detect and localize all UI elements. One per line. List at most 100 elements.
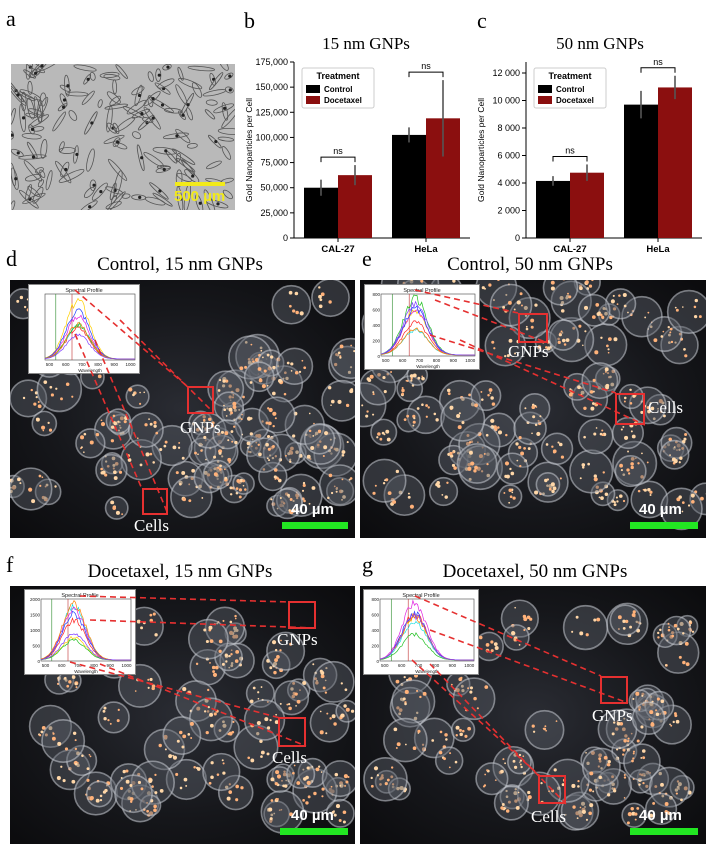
- gnp-spot: [386, 778, 390, 782]
- gnp-spot: [76, 763, 80, 768]
- gnp-spot: [591, 402, 595, 405]
- cell: [143, 152, 164, 168]
- gnp-spot: [669, 454, 671, 457]
- cell: [614, 455, 647, 488]
- gnp-spot: [396, 706, 400, 710]
- gnp-spot: [641, 452, 643, 455]
- gnp-spot: [229, 620, 233, 624]
- cell: [162, 64, 172, 71]
- gnp-spot: [302, 799, 305, 802]
- cell-nucleus: [140, 112, 144, 116]
- gnp-spot: [313, 677, 318, 681]
- gnp-spot: [461, 729, 465, 733]
- gnp-spot: [340, 682, 343, 685]
- gnp-spot: [613, 500, 616, 504]
- gnp-spot: [74, 682, 78, 686]
- cell: [177, 66, 184, 81]
- gnp-spot: [246, 441, 251, 446]
- gnp-spot: [280, 639, 282, 642]
- cell-nucleus: [92, 183, 96, 187]
- gnp-spot: [278, 809, 281, 812]
- gnp-spot: [565, 296, 569, 300]
- gnp-spot: [257, 373, 260, 375]
- cell: [45, 170, 53, 191]
- cell: [11, 148, 24, 157]
- gnp-spot: [518, 644, 521, 646]
- gnp-spot: [139, 402, 142, 405]
- gnp-spot: [601, 429, 604, 432]
- cell: [218, 64, 229, 71]
- gnp-spot: [555, 720, 558, 722]
- gnps-label-e: GNPs: [508, 342, 549, 361]
- gnp-spot: [198, 484, 202, 489]
- cell: [217, 127, 235, 135]
- gnp-spot: [366, 377, 371, 381]
- gnp-spot: [260, 750, 265, 755]
- cell-nucleus: [157, 73, 161, 77]
- cell: [59, 84, 71, 92]
- inset-x-tick: 1000: [125, 362, 136, 367]
- gnp-spot: [527, 447, 531, 450]
- cell: [114, 142, 128, 150]
- cell: [97, 701, 130, 734]
- cell: [40, 139, 48, 159]
- inset-x-label: Wavelength: [78, 368, 102, 373]
- gnp-spot: [636, 806, 640, 810]
- cell: [202, 752, 241, 792]
- inset-x-tick: 500: [382, 358, 390, 363]
- gnp-spot: [646, 461, 649, 464]
- inset-x-label: Wavelength: [415, 669, 439, 674]
- cell: [581, 747, 621, 787]
- gnp-spot: [74, 739, 77, 742]
- cell: [519, 392, 551, 425]
- gnp-spot: [266, 726, 271, 730]
- gnp-spot: [129, 800, 133, 804]
- gnp-spot: [285, 376, 289, 381]
- gnp-spot: [187, 690, 192, 695]
- gnp-spot: [518, 753, 522, 757]
- legend-swatch: [538, 96, 552, 104]
- gnp-spot: [629, 388, 632, 392]
- gnp-spot: [513, 308, 516, 311]
- gnp-spot: [684, 432, 688, 436]
- cell: [35, 167, 44, 174]
- gnp-spot: [334, 362, 338, 367]
- gnp-spot: [654, 785, 658, 789]
- gnp-spot: [387, 491, 392, 496]
- cell: [52, 111, 67, 132]
- cell: [507, 749, 532, 775]
- gnp-spot: [329, 717, 332, 720]
- gnp-spot: [204, 439, 207, 442]
- gnp-spot: [104, 473, 108, 477]
- gnp-spot: [142, 621, 146, 625]
- gnp-spot: [149, 618, 154, 623]
- gnp-spot: [622, 473, 626, 477]
- gnp-spot: [557, 441, 560, 444]
- cell-nucleus: [138, 195, 142, 199]
- gnp-spot: [660, 782, 664, 787]
- gnp-spot: [210, 775, 214, 780]
- gnp-spot: [480, 470, 484, 473]
- gnp-spot: [261, 420, 264, 423]
- gnp-spot: [678, 461, 681, 464]
- gnp-spot: [413, 417, 416, 420]
- gnp-spot: [560, 330, 563, 333]
- inset-x-tick: 900: [449, 663, 457, 668]
- gnp-spot: [208, 625, 213, 630]
- gnp-spot: [177, 446, 181, 449]
- gnp-spot: [301, 359, 304, 362]
- gnp-spot: [587, 462, 590, 466]
- gnp-spot: [455, 734, 458, 737]
- gnp-spot: [604, 492, 609, 497]
- gnp-spot: [667, 443, 671, 447]
- gnp-spot: [401, 388, 405, 393]
- gnp-spot: [148, 779, 153, 784]
- gnp-spot: [89, 797, 93, 801]
- gnp-spot: [227, 457, 232, 462]
- gnp-spot: [644, 316, 647, 319]
- gnp-spot: [347, 370, 352, 374]
- gnp-spot: [104, 788, 108, 793]
- gnp-spot: [487, 393, 490, 397]
- gnp-spot: [698, 315, 702, 319]
- gnps-box-g: [600, 676, 628, 704]
